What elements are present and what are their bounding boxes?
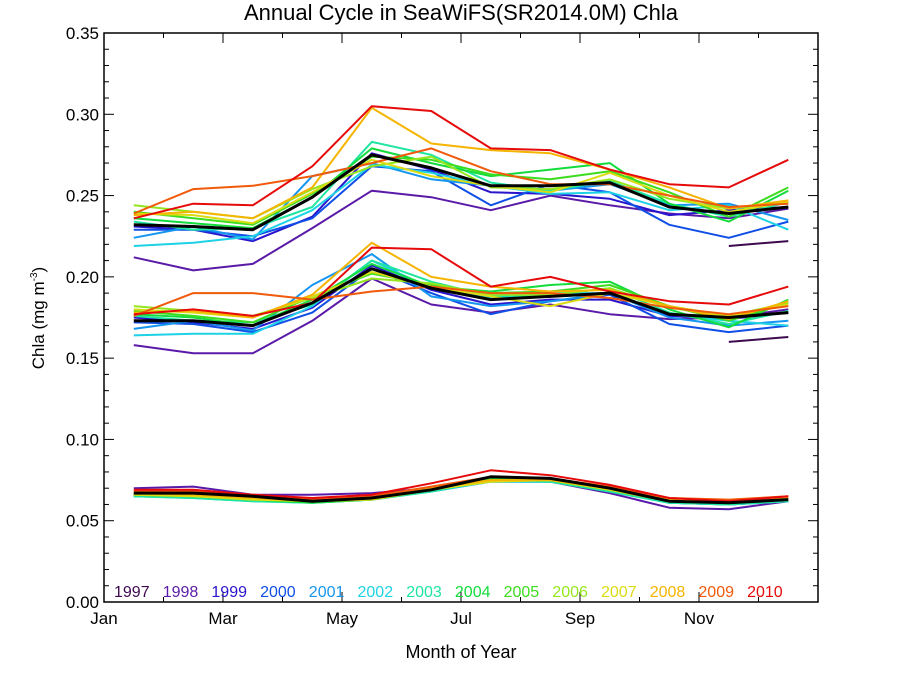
series-line-2010-middle [133,246,789,317]
series-line-2009-upper [133,147,789,215]
legend-entry-2004: 2004 [455,584,491,601]
series-line-2005-upper [133,155,789,226]
series-line-1997-middle [728,336,789,343]
series-line-2001-middle [133,253,789,332]
y-axis-label: Chla (mg m-3) [29,267,48,369]
legend-entry-2000: 2000 [260,584,296,601]
y-tick-label: 0.20 [66,268,99,287]
y-tick-label: 0.10 [66,430,99,449]
mean-line-upper [133,153,789,232]
y-tick-label: 0.25 [66,187,99,206]
x-tick-label: Jul [450,609,472,628]
legend-entry-2008: 2008 [650,584,686,601]
legend-entry-2009: 2009 [698,584,734,601]
series-line-1997-upper [728,240,789,247]
legend-entry-1999: 1999 [211,584,247,601]
legend-entry-2010: 2010 [747,584,783,601]
x-tick-label: Mar [208,609,238,628]
tick-layer: 0.00 0.05 0.10 0.15 0.20 0.25 0.30 0.35 Jan Mar Ma… [66,24,819,628]
series-layer [133,105,789,511]
legend: 1997 1998 1999 2000 2001 2002 2003 2004 2005 2006… [114,584,783,601]
mean-line-middle [133,267,789,328]
y-tick-label: 0.00 [66,593,99,612]
series-line-2000-middle [133,267,789,334]
series-line-2010-upper [133,105,789,220]
mean-line-lower [133,475,789,505]
series-line-1999-middle [133,264,789,330]
series-line-2008-upper [133,106,789,220]
y-axis-label-close: ) [29,267,48,273]
y-tick-label: 0.35 [66,24,99,43]
x-tick-label: Sep [565,609,595,628]
legend-entry-1998: 1998 [163,584,199,601]
x-tick-label: May [326,609,359,628]
chart-title: Annual Cycle in SeaWiFS(SR2014.0M) Chla [244,0,679,25]
y-tick-label: 0.15 [66,349,99,368]
y-tick-label: 0.05 [66,512,99,531]
legend-entry-1997: 1997 [114,584,150,601]
series-line-2000-upper [133,165,789,239]
x-tick-label: Nov [684,609,715,628]
legend-entry-2003: 2003 [406,584,442,601]
legend-entry-2001: 2001 [309,584,345,601]
y-tick-label: 0.30 [66,105,99,124]
legend-entry-2006: 2006 [552,584,588,601]
legend-entry-2007: 2007 [601,584,637,601]
series-line-2009-middle [133,285,789,317]
y-axis-label-superscript: -3 [29,272,40,281]
y-axis-label-main: Chla (mg m [29,281,48,369]
series-line-2010-lower [133,469,789,503]
x-tick-label: Jan [90,609,117,628]
legend-entry-2002: 2002 [358,584,394,601]
legend-entry-2005: 2005 [504,584,540,601]
x-axis-label: Month of Year [405,642,516,662]
